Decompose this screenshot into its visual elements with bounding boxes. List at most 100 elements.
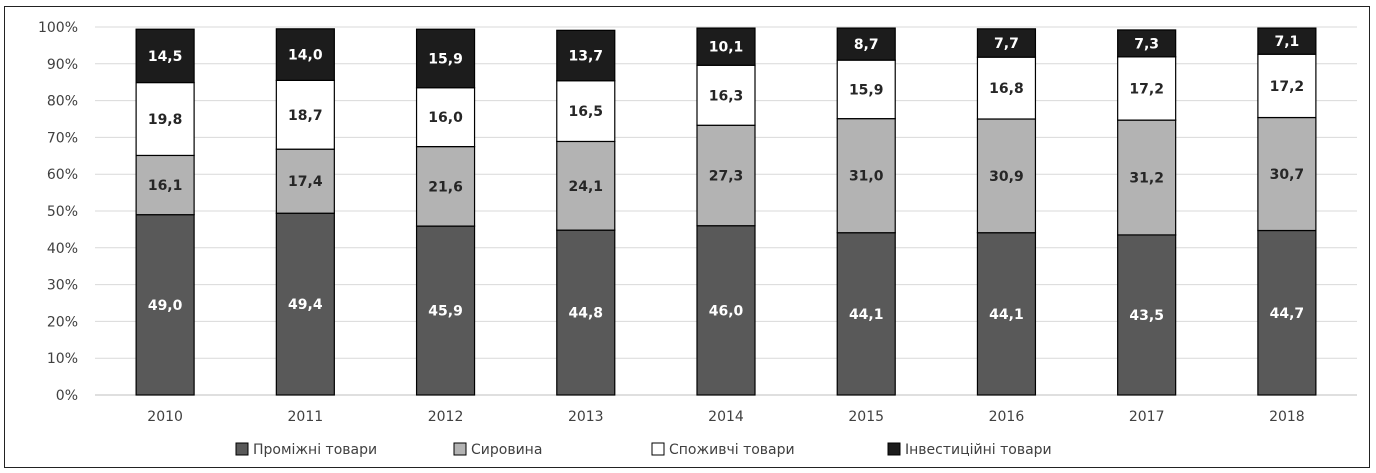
- y-tick-label: 90%: [47, 57, 78, 73]
- data-label: 16,1: [148, 178, 183, 194]
- x-tick-label: 2012: [428, 409, 464, 425]
- data-label: 44,7: [1270, 306, 1305, 322]
- bar-segment: [556, 229, 616, 396]
- bar-segment: [696, 64, 756, 126]
- x-axis: 2010 2011 2012 2013 2014 2015 2016 2017 2018: [147, 409, 1304, 425]
- legend-label: Інвестиційні товари: [905, 442, 1052, 458]
- data-label: 27,3: [709, 168, 744, 184]
- legend-swatch: [235, 442, 249, 456]
- data-label: 17,4: [288, 174, 323, 190]
- x-tick-label: 2018: [1269, 409, 1305, 425]
- data-label: 30,7: [1270, 167, 1305, 183]
- data-label: 15,9: [849, 82, 884, 98]
- data-label: 7,3: [1134, 36, 1159, 52]
- bar-segment: [135, 28, 195, 84]
- bar-segment: [1257, 116, 1317, 232]
- data-label: 18,7: [288, 108, 323, 124]
- data-label: 16,5: [569, 104, 604, 120]
- data-label: 14,0: [288, 48, 323, 64]
- bar-segment: [1257, 229, 1317, 396]
- bar-segment: [976, 56, 1037, 120]
- data-label: 31,2: [1129, 171, 1164, 187]
- data-label: 43,5: [1129, 308, 1164, 324]
- bar-segment: [556, 80, 616, 143]
- y-tick-label: 30%: [47, 278, 78, 294]
- bar-segment: [836, 118, 896, 234]
- y-tick-label: 40%: [47, 241, 78, 257]
- bar-segment: [415, 87, 476, 148]
- data-label: 17,2: [1129, 81, 1164, 97]
- bar-segment: [275, 28, 335, 81]
- data-label: 49,4: [288, 297, 323, 313]
- data-label: 14,5: [148, 49, 183, 65]
- data-label: 31,0: [849, 169, 884, 185]
- y-tick-label: 20%: [47, 314, 78, 330]
- bar-segment: [696, 124, 756, 227]
- legend-swatch: [453, 442, 467, 456]
- data-label: 21,6: [428, 179, 463, 195]
- bar-segment: [836, 232, 896, 396]
- data-label: 17,2: [1270, 79, 1305, 95]
- data-label: 44,1: [849, 307, 884, 323]
- data-label: 15,9: [428, 51, 463, 67]
- data-label: 13,7: [569, 49, 604, 65]
- bar-segment: [1117, 29, 1177, 58]
- legend-swatch: [651, 442, 665, 456]
- bar-segment: [135, 214, 195, 396]
- bar-segment: [1117, 234, 1177, 396]
- bar-segment: [976, 232, 1037, 396]
- bar-segment: [415, 28, 476, 89]
- legend-label: Проміжні товари: [253, 442, 377, 458]
- bar-segment: [556, 29, 616, 82]
- bar-segment: [696, 27, 756, 66]
- data-label: 30,9: [989, 169, 1024, 185]
- data-label: 44,1: [989, 307, 1024, 323]
- y-tick-label: 50%: [47, 204, 78, 220]
- bar-segment: [1117, 56, 1177, 121]
- data-label: 7,7: [994, 36, 1019, 52]
- stacked-bar-chart: 0% 10% 20% 30% 40% 50% 60% 70% 80% 90% 100% 49,0 16…: [38, 20, 1357, 458]
- y-tick-label: 0%: [56, 388, 78, 404]
- legend-label: Споживчі товари: [669, 442, 795, 458]
- bar-segment: [976, 28, 1037, 58]
- data-label: 16,8: [989, 81, 1024, 97]
- legend: Проміжні товари Сировина Споживчі товари Ін…: [235, 442, 1052, 458]
- data-label: 7,1: [1274, 34, 1299, 50]
- data-label: 16,3: [709, 88, 744, 104]
- y-tick-label: 100%: [38, 20, 78, 36]
- data-label: 45,9: [428, 304, 463, 320]
- legend-label: Сировина: [471, 442, 542, 458]
- bars: 49,0 16,1 19,8 14,5 49,4 17,4 18,7 14,0 45,9 21,6…: [135, 27, 1317, 396]
- bar-segment: [275, 212, 335, 396]
- data-label: 10,1: [709, 40, 744, 56]
- data-label: 19,8: [148, 112, 183, 128]
- x-tick-label: 2011: [288, 409, 324, 425]
- data-label: 49,0: [148, 298, 183, 314]
- x-tick-label: 2010: [147, 409, 183, 425]
- x-tick-label: 2014: [708, 409, 744, 425]
- data-label: 44,8: [569, 306, 604, 322]
- bar-segment: [415, 146, 476, 227]
- bar-segment: [1257, 27, 1317, 55]
- bar-segment: [135, 81, 195, 157]
- x-tick-label: 2015: [848, 409, 884, 425]
- x-tick-label: 2016: [989, 409, 1025, 425]
- y-axis: 0% 10% 20% 30% 40% 50% 60% 70% 80% 90% 100%: [38, 20, 78, 404]
- legend-swatch: [887, 442, 901, 456]
- bar-segment: [135, 154, 195, 216]
- x-tick-label: 2017: [1129, 409, 1165, 425]
- y-tick-label: 60%: [47, 167, 78, 183]
- bar-segment: [836, 59, 896, 120]
- bar-segment: [836, 27, 896, 61]
- data-label: 24,1: [569, 179, 604, 195]
- data-label: 46,0: [709, 303, 744, 319]
- y-tick-label: 70%: [47, 130, 78, 146]
- chart-frame: 0% 10% 20% 30% 40% 50% 60% 70% 80% 90% 100% 49,0 16…: [4, 6, 1370, 468]
- y-tick-label: 10%: [47, 351, 78, 367]
- data-label: 8,7: [854, 37, 879, 53]
- y-tick-label: 80%: [47, 94, 78, 110]
- bar-segment: [1257, 53, 1317, 119]
- bar-segment: [415, 225, 476, 396]
- x-tick-label: 2013: [568, 409, 604, 425]
- data-label: 16,0: [428, 110, 463, 126]
